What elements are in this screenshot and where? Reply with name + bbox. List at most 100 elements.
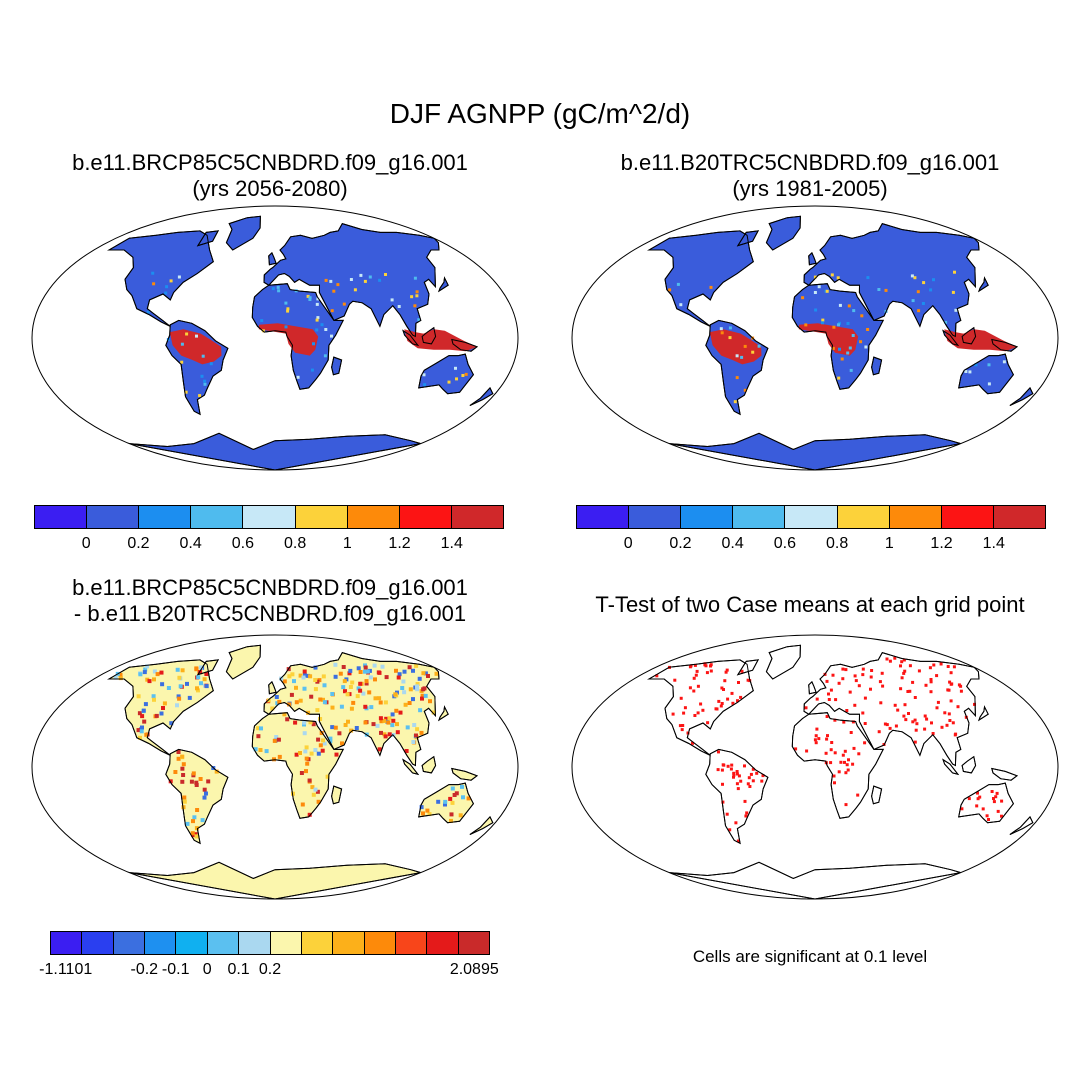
- coastline-uk: [808, 252, 817, 266]
- colorbar-difference: -1.1101 -0.2 -0.1 0 0.1 0.2 2.0895: [39, 931, 499, 978]
- grid-cell: [860, 314, 864, 318]
- grid-cell: [333, 725, 338, 730]
- significant-cell: [721, 782, 724, 786]
- significant-cell: [936, 700, 940, 704]
- significant-cell: [725, 668, 729, 672]
- grid-cell: [449, 812, 454, 817]
- significant-cell: [688, 686, 692, 690]
- colorbar-swatch: [399, 506, 452, 528]
- grid-cell: [836, 276, 840, 280]
- significant-cell: [813, 738, 817, 742]
- grid-cell: [394, 668, 398, 673]
- significant-cell: [929, 678, 933, 681]
- significant-cell: [845, 763, 849, 767]
- coastline-australia: [958, 782, 1014, 824]
- significant-cell: [844, 668, 848, 672]
- grid-cell: [394, 708, 399, 713]
- coastline-sumatra: [942, 329, 960, 347]
- map-border: [571, 205, 1059, 471]
- grid-cell: [944, 320, 948, 324]
- grid-cell: [152, 697, 156, 702]
- significant-cell: [893, 656, 897, 660]
- significant-cell: [737, 681, 740, 684]
- significant-cell: [945, 723, 949, 727]
- coastline-sumatra: [402, 758, 420, 776]
- grid-cell: [917, 309, 921, 313]
- significant-cell: [760, 779, 764, 783]
- grid-cell: [318, 743, 323, 748]
- significant-cell: [749, 772, 753, 776]
- grid-cell: [358, 688, 363, 693]
- significant-cell: [721, 800, 725, 804]
- grid-cell: [910, 274, 914, 278]
- coastline-newguinea: [451, 338, 479, 352]
- grid-cell: [181, 805, 186, 810]
- grid-cell: [751, 350, 755, 354]
- grid-cell: [425, 808, 430, 813]
- grid-cell: [864, 345, 868, 349]
- significant-cell: [950, 682, 954, 686]
- significant-cell: [845, 709, 849, 712]
- grid-cell: [302, 720, 307, 725]
- significant-cell: [837, 770, 841, 774]
- significant-cell: [917, 669, 921, 673]
- coastline-japan: [438, 705, 449, 722]
- panel-2-title-line1: b.e11.B20TRC5CNBDRD.f09_g16.001: [620, 150, 1000, 175]
- grid-cell: [404, 749, 409, 753]
- colorbar-swatch: [451, 506, 503, 528]
- grid-cell: [377, 747, 382, 752]
- map-historical-period: [571, 205, 1059, 471]
- significant-cell: [1000, 799, 1004, 803]
- grid-cell: [184, 390, 188, 394]
- grid-cell: [155, 672, 160, 677]
- grid-cell: [264, 749, 269, 754]
- significant-cell: [714, 707, 718, 711]
- grid-cell: [164, 291, 168, 295]
- significant-cell: [852, 746, 856, 750]
- significant-cell: [683, 706, 687, 710]
- significant-cell: [848, 690, 852, 694]
- grid-cell: [322, 700, 327, 705]
- coastline-japan: [438, 276, 449, 293]
- significant-cell: [829, 748, 833, 752]
- coastline-baffin: [196, 230, 219, 247]
- significant-cell: [746, 678, 750, 682]
- grid-cell: [313, 665, 318, 670]
- grid-cell: [310, 368, 314, 372]
- grid-cell: [368, 675, 373, 680]
- grid-cell: [136, 728, 141, 733]
- grid-cell: [271, 287, 275, 291]
- grid-cell: [145, 677, 150, 682]
- significant-cell: [688, 665, 692, 669]
- grid-cell: [321, 738, 325, 743]
- grid-cell: [402, 669, 407, 674]
- grid-cell: [372, 663, 377, 668]
- coastline-newguinea: [451, 767, 479, 781]
- grid-cell: [276, 285, 280, 289]
- colorbar-swatch: [35, 506, 88, 528]
- grid-cell: [395, 722, 399, 727]
- grid-cell: [413, 276, 417, 280]
- significance-note: Cells are significant at 0.1 level: [692, 947, 928, 966]
- significant-cell: [949, 699, 953, 703]
- grid-cell: [277, 289, 281, 293]
- high-npp-region-amazon: [169, 329, 222, 365]
- significant-cell: [732, 771, 736, 775]
- significant-cell: [987, 818, 990, 821]
- grid-cell: [310, 785, 315, 790]
- grid-cell: [275, 701, 280, 706]
- grid-cell: [328, 739, 333, 744]
- grid-cell: [379, 730, 383, 735]
- significant-cell: [902, 658, 906, 662]
- grid-cell: [256, 734, 261, 739]
- significant-cell: [954, 732, 958, 736]
- significant-cell: [716, 768, 720, 772]
- grid-cell: [315, 318, 319, 322]
- significant-cell: [682, 711, 686, 715]
- grid-cell: [286, 309, 290, 313]
- significant-cell: [720, 768, 724, 772]
- grid-cell: [324, 278, 328, 282]
- significant-cell: [861, 667, 865, 671]
- coastline-madagascar: [331, 785, 343, 805]
- grid-cell: [196, 688, 200, 693]
